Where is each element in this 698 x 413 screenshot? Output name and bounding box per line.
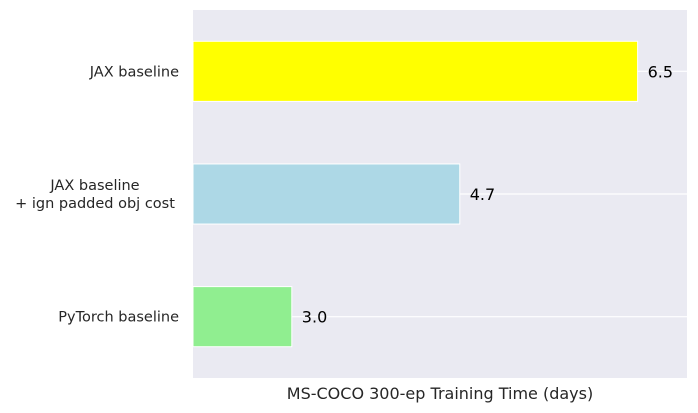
value-labels: 6.5 4.7 3.0 bbox=[302, 62, 673, 326]
y-tick-label: JAX baseline + ign padded obj cost bbox=[15, 178, 175, 212]
y-tick-label-line: JAX baseline bbox=[49, 178, 139, 194]
y-tick-label: PyTorch baseline bbox=[58, 310, 179, 326]
value-label: 3.0 bbox=[302, 308, 327, 327]
y-tick-label-line: + ign padded obj cost bbox=[15, 196, 175, 212]
bar bbox=[192, 163, 461, 225]
bar bbox=[192, 286, 293, 348]
y-tick-label: JAX baseline bbox=[89, 64, 179, 80]
value-label: 6.5 bbox=[648, 62, 673, 81]
bar bbox=[192, 40, 639, 102]
bars bbox=[192, 40, 639, 348]
value-label: 4.7 bbox=[470, 185, 495, 204]
y-tick-labels: JAX baseline JAX baseline + ign padded obj… bbox=[15, 64, 179, 325]
x-axis-label: MS-COCO 300-ep Training Time (days) bbox=[287, 384, 593, 403]
